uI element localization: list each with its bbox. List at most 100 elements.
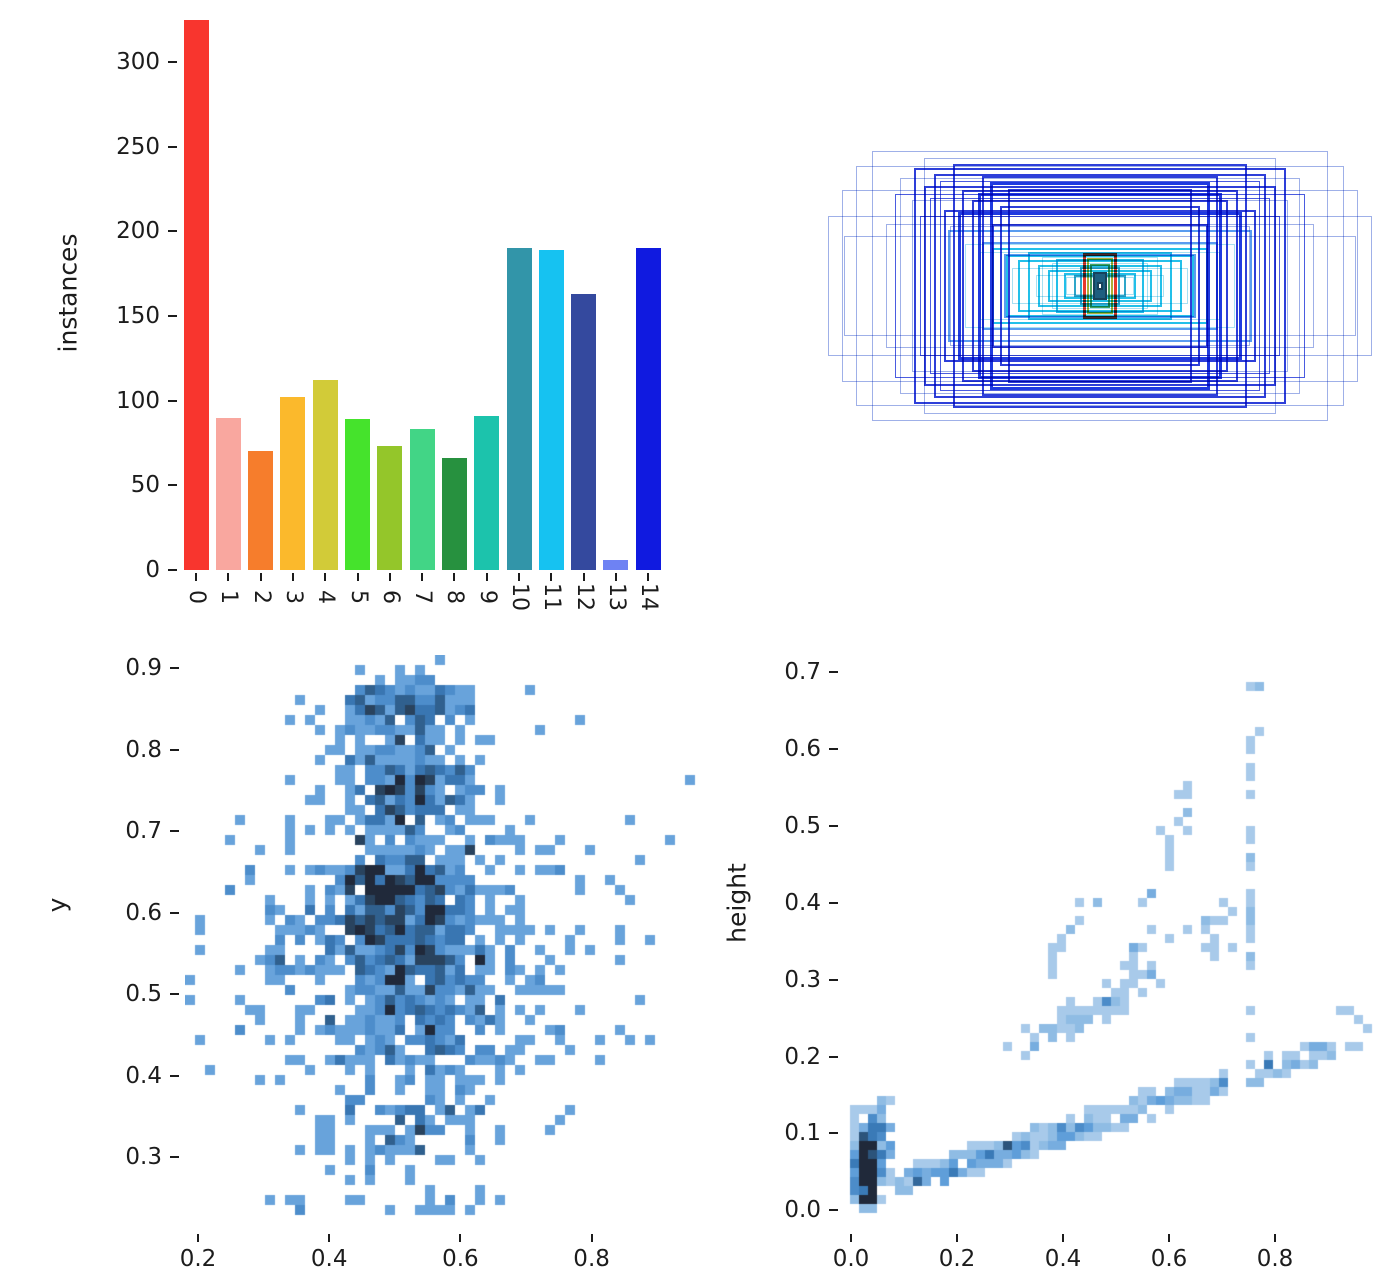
xy-x-tick-label: 0.4: [310, 1246, 348, 1272]
xy-x-tick-mark: [590, 1234, 593, 1242]
bbox-outline: [1048, 270, 1152, 302]
bbox-outline: [934, 174, 1266, 398]
bar-class-4: [312, 380, 338, 570]
bbox-outline: [1042, 257, 1158, 315]
xy-y-tick-mark: [170, 830, 179, 832]
bar-class-13: [603, 559, 629, 570]
bar-class-9: [474, 415, 500, 570]
wh-x-tick-label: 0.0: [832, 1246, 870, 1272]
bar-y-tick-mark: [168, 484, 177, 487]
wh-x-tick-mark: [1062, 1234, 1064, 1242]
xy-y-tick-label: 0.5: [125, 981, 162, 1007]
bar-x-tick-mark: [582, 573, 585, 581]
xy-y-tick-label: 0.8: [125, 736, 162, 763]
bbox-outline: [992, 248, 1208, 324]
bar-x-tick-mark: [550, 573, 553, 581]
bbox-outline: [930, 198, 1270, 374]
bar-x-tick-label: 4: [313, 590, 339, 604]
xy-y-tick-label: 0.7: [125, 818, 162, 844]
bar-x-tick-label: 14: [636, 583, 662, 611]
xy-y-tick-label: 0.9: [125, 655, 162, 681]
wh-y-tick-mark: [829, 1055, 838, 1058]
bar-y-tick-label: 250: [116, 133, 160, 160]
bar-x-tick-mark: [388, 573, 391, 581]
xy-heatmap-canvas: [185, 655, 720, 1232]
bbox-outline: [1080, 267, 1120, 305]
xy-y-tick-mark: [170, 911, 179, 914]
xy-x-tick-label: 0.2: [179, 1246, 217, 1272]
bbox-outline: [872, 151, 1328, 421]
bbox-outline: [1083, 253, 1117, 319]
bbox-outline: [844, 236, 1356, 336]
bbox-outline: [965, 244, 1235, 328]
wh-x-tick-label: 0.2: [938, 1246, 976, 1272]
bbox-outline: [1000, 206, 1200, 366]
bbox-outline: [950, 226, 1250, 346]
bar-x-tick-mark: [647, 573, 650, 581]
bar-x-tick-mark: [291, 573, 294, 581]
bar-class-3: [280, 397, 306, 570]
bar-y-tick-mark: [168, 399, 177, 402]
wh-y-tick-mark: [829, 1132, 838, 1135]
wh-x-tick-label: 0.8: [1256, 1246, 1294, 1272]
bbox-outline: [920, 216, 1280, 356]
bar-x-tick-mark: [259, 573, 262, 581]
bar-x-tick-label: 6: [377, 590, 403, 604]
bbox-outline: [953, 164, 1247, 408]
xy-y-tick-mark: [170, 993, 179, 995]
xy-y-tick-label: 0.6: [125, 899, 162, 926]
wh-y-tick-mark: [829, 1209, 838, 1212]
bbox-outline: [982, 242, 1218, 330]
wh-y-tick-label: 0.0: [784, 1197, 821, 1224]
bbox-outline: [1090, 264, 1110, 308]
wh-y-tick-mark: [829, 671, 838, 673]
xy-x-tick-label: 0.6: [442, 1246, 479, 1272]
wh-y-tick-label: 0.3: [784, 966, 821, 993]
bbox-outline: [856, 166, 1344, 406]
bar-y-tick-mark: [168, 314, 177, 317]
bar-x-tick-label: 11: [539, 583, 565, 611]
xy-y-tick-mark: [170, 667, 179, 669]
bar-class-1: [215, 417, 241, 570]
bbox-outline: [958, 212, 1242, 360]
wh-y-tick-mark: [829, 824, 838, 827]
xy-heatmap-ylabel: y: [42, 897, 72, 913]
xy-x-tick-mark: [459, 1234, 462, 1242]
bbox-outline: [914, 168, 1286, 404]
bar-y-tick-label: 50: [130, 472, 160, 499]
xy-x-tick-mark: [197, 1234, 199, 1242]
wh-x-tick-mark: [956, 1234, 958, 1242]
bar-y-tick-label: 200: [116, 218, 160, 245]
bar-class-10: [506, 248, 532, 570]
bboxes-overlay-plot: [820, 140, 1388, 435]
bbox-outline: [948, 230, 1252, 342]
bar-x-tick-label: 2: [248, 590, 274, 604]
wh-x-tick-label: 0.4: [1044, 1246, 1082, 1272]
bbox-outline: [990, 182, 1210, 390]
bar-y-tick-label: 150: [116, 302, 160, 329]
bar-chart-ylabel: instances: [53, 233, 83, 353]
bar-class-6: [377, 446, 403, 570]
wh-x-tick-mark: [1274, 1234, 1276, 1242]
bar-x-tick-label: 12: [571, 583, 597, 611]
bbox-outline: [924, 186, 1276, 386]
bbox-outline: [900, 178, 1300, 394]
bar-x-tick-mark: [356, 573, 359, 581]
xy-y-tick-label: 0.4: [125, 1062, 162, 1089]
bbox-outline: [1052, 263, 1148, 309]
bar-x-tick-mark: [421, 573, 424, 581]
bar-class-5: [345, 419, 370, 570]
wh-x-tick-label: 0.6: [1150, 1246, 1188, 1272]
bar-x-tick-mark: [324, 573, 327, 581]
bar-x-tick-mark: [614, 573, 617, 581]
bar-x-tick-mark: [485, 573, 488, 581]
bar-y-tick-mark: [168, 230, 177, 233]
xy-x-tick-mark: [328, 1234, 331, 1242]
bar-x-tick-label: 5: [345, 590, 371, 604]
bar-class-12: [571, 293, 597, 570]
bar-y-tick-mark: [168, 145, 177, 148]
wh-y-tick-label: 0.6: [784, 735, 821, 762]
bbox-outline: [972, 200, 1228, 372]
bar-x-tick-label: 13: [603, 583, 629, 611]
